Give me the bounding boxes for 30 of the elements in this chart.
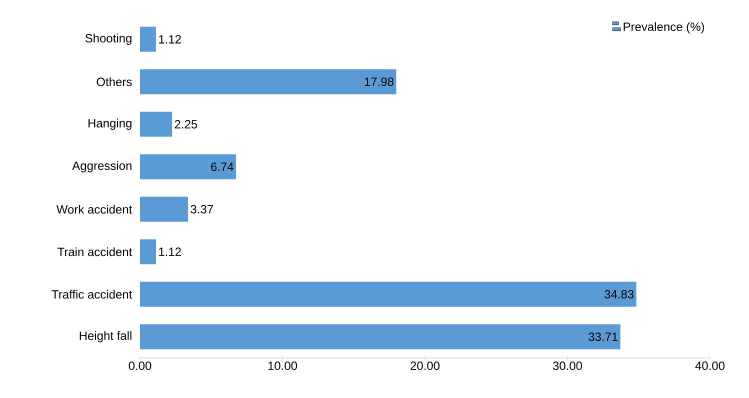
y-tick-label: Height fall bbox=[80, 331, 132, 342]
y-tick-label: Aggression bbox=[72, 161, 132, 172]
y-tick-label: Hanging bbox=[88, 118, 132, 130]
legend-label: Prevalence (%) bbox=[624, 22, 704, 34]
bar bbox=[140, 282, 636, 307]
data-label: 3.37 bbox=[190, 205, 213, 214]
y-tick-label: Work accident bbox=[56, 204, 132, 214]
y-tick-label: Others bbox=[96, 77, 132, 86]
y-tick-label: Traffic accident bbox=[52, 290, 132, 299]
bar bbox=[140, 154, 236, 180]
x-tick-label: 30.00 bbox=[552, 362, 582, 370]
data-label: 2.25 bbox=[174, 120, 198, 128]
x-tick-label: 0.00 bbox=[128, 362, 152, 370]
y-tick-label: Train accident bbox=[58, 247, 132, 256]
data-label: 34.83 bbox=[604, 290, 634, 298]
bar bbox=[140, 324, 620, 350]
y-tick-label: Shooting bbox=[85, 34, 132, 45]
data-label: 6.74 bbox=[211, 162, 234, 171]
data-label: 17.98 bbox=[364, 78, 394, 86]
bar bbox=[140, 239, 156, 264]
bar bbox=[140, 69, 396, 94]
bar bbox=[140, 112, 172, 137]
data-label: 1.12 bbox=[159, 248, 181, 256]
x-tick-label: 20.00 bbox=[410, 362, 440, 370]
data-label: 1.12 bbox=[159, 35, 181, 44]
bar bbox=[140, 196, 188, 222]
x-tick-label: 40.00 bbox=[695, 362, 725, 370]
bar bbox=[140, 26, 156, 52]
data-label: 33.71 bbox=[588, 332, 618, 341]
x-tick-label: 10.00 bbox=[268, 362, 298, 370]
